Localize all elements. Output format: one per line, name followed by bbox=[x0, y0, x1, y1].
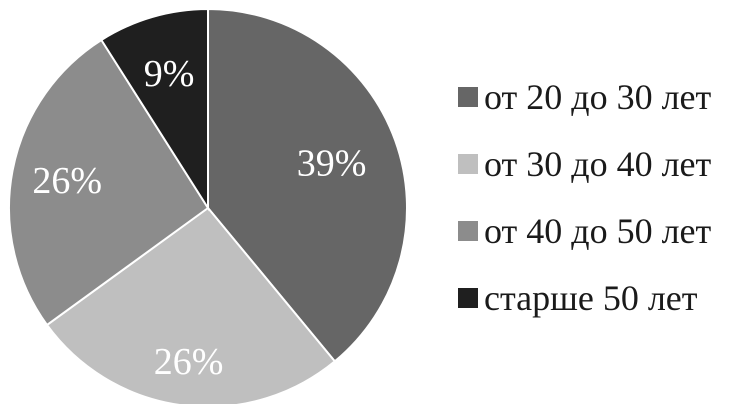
pie-data-label: 26% bbox=[32, 160, 102, 202]
legend-label: от 40 до 50 лет bbox=[484, 211, 712, 251]
pie-slice bbox=[99, 7, 209, 212]
pie-data-labels: 39% 26% 26% 9% bbox=[32, 53, 366, 383]
legend-swatch bbox=[458, 288, 478, 308]
legend-item: от 20 до 30 лет bbox=[458, 78, 748, 116]
pie-slices bbox=[8, 7, 408, 404]
legend-label: от 30 до 40 лет bbox=[484, 144, 712, 184]
pie-plot: 39% 26% 26% 9% bbox=[8, 7, 408, 404]
legend-swatch bbox=[458, 154, 478, 174]
pie-data-label: 26% bbox=[154, 341, 224, 383]
pie-slice bbox=[45, 206, 337, 404]
pie-slice bbox=[207, 7, 408, 363]
legend-item: от 40 до 50 лет bbox=[458, 212, 748, 250]
legend-swatch bbox=[458, 87, 478, 107]
pie-slice bbox=[8, 38, 210, 327]
legend-label: от 20 до 30 лет bbox=[484, 77, 712, 117]
legend: от 20 до 30 лет от 30 до 40 лет от 40 до… bbox=[458, 78, 748, 317]
pie-data-label: 39% bbox=[297, 143, 367, 185]
pie-data-label: 9% bbox=[144, 53, 195, 95]
legend-label: старше 50 лет bbox=[484, 278, 698, 318]
legend-item: старше 50 лет bbox=[458, 279, 748, 317]
legend-item: от 30 до 40 лет bbox=[458, 145, 748, 183]
legend-swatch bbox=[458, 221, 478, 241]
